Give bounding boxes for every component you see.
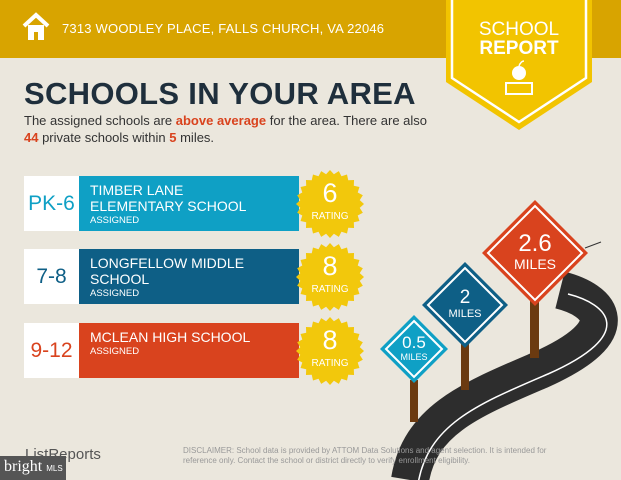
rating-seal: 8 RATING xyxy=(296,317,364,385)
school-row[interactable]: 7-8 LONGFELLOW MIDDLE SCHOOL ASSIGNED 8 RA… xyxy=(24,243,364,311)
sign-label: 0.5 MILES xyxy=(400,333,428,363)
assignment-status: ASSIGNED xyxy=(90,288,140,299)
seal-icon xyxy=(296,243,364,311)
grade-range: 9-12 xyxy=(24,323,79,378)
school-name: TIMBER LANE ELEMENTARY SCHOOL xyxy=(90,182,247,214)
assignment-status: ASSIGNED xyxy=(90,215,140,226)
rating-label: RATING xyxy=(311,358,349,369)
school-bar: TIMBER LANE ELEMENTARY SCHOOL ASSIGNED xyxy=(79,176,299,231)
disclaimer: DISCLAIMER: School data is provided by A… xyxy=(183,446,547,465)
school-report-badge xyxy=(446,0,592,130)
rating-label: RATING xyxy=(311,284,349,295)
home-icon xyxy=(22,12,50,40)
grade-range: 7-8 xyxy=(24,249,79,304)
sign-label: 2.6 MILES xyxy=(513,230,556,272)
rating-label: RATING xyxy=(311,211,349,222)
seal-icon xyxy=(296,317,364,385)
rating-value: 8 xyxy=(322,325,338,355)
sign-label: 2 MILES xyxy=(448,287,482,321)
school-row[interactable]: PK-6 TIMBER LANE ELEMENTARY SCHOOL ASSIGN… xyxy=(24,170,364,238)
school-name: MCLEAN HIGH SCHOOL xyxy=(90,329,251,345)
school-bar: LONGFELLOW MIDDLE SCHOOL ASSIGNED xyxy=(79,249,299,304)
school-row[interactable]: 9-12 MCLEAN HIGH SCHOOL ASSIGNED 8 RATING xyxy=(24,317,364,385)
rating-value: 6 xyxy=(322,178,338,208)
summary-text: The assigned schools are above average f… xyxy=(24,113,428,145)
bright-mls-watermark: bright MLS xyxy=(0,456,66,480)
rating-value: 8 xyxy=(322,251,338,281)
page-title: SCHOOLS IN YOUR AREA xyxy=(24,76,416,111)
distance-sign xyxy=(482,200,588,306)
rating-seal: 6 RATING xyxy=(296,170,364,238)
school-name: LONGFELLOW MIDDLE SCHOOL xyxy=(90,255,245,287)
school-bar: MCLEAN HIGH SCHOOL ASSIGNED xyxy=(79,323,299,378)
property-address: 7313 WOODLEY PLACE, FALLS CHURCH, VA 220… xyxy=(62,21,385,36)
seal-icon xyxy=(296,170,364,238)
assignment-status: ASSIGNED xyxy=(90,346,140,357)
distance-sign xyxy=(380,315,448,383)
grade-range: PK-6 xyxy=(24,176,79,231)
distance-sign xyxy=(422,262,508,348)
rating-seal: 8 RATING xyxy=(296,243,364,311)
apple-books-icon xyxy=(505,60,533,95)
